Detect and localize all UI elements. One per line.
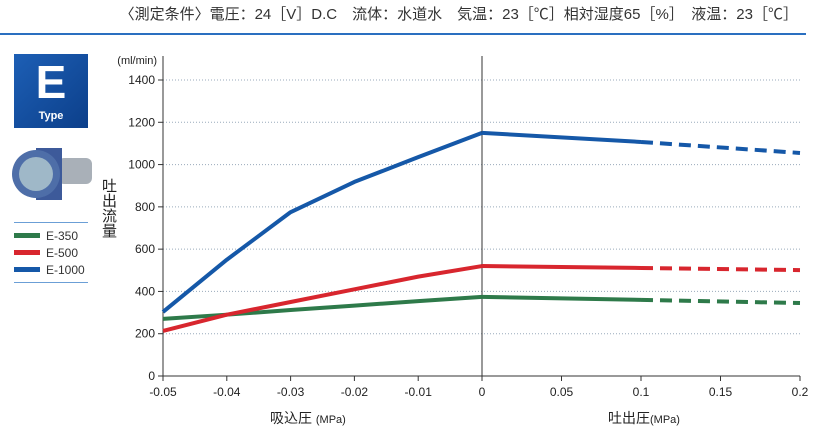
x-tick-label: 0.05 xyxy=(550,385,574,399)
x-tick-label: 0.2 xyxy=(792,385,809,399)
legend-item: E-350 xyxy=(14,227,88,244)
y-tick-label: 1400 xyxy=(128,73,155,87)
series-line-E-350-extrapolated xyxy=(640,297,801,306)
legend-item: E-1000 xyxy=(14,261,88,278)
legend-label: E-500 xyxy=(46,245,79,260)
badge-type: Type xyxy=(38,110,64,122)
x-tick-label: -0.03 xyxy=(277,385,305,399)
series-line-E-1000-discharge xyxy=(481,130,642,144)
y-tick-label: 400 xyxy=(135,284,155,298)
discharge-label: 吐出圧 xyxy=(608,410,650,426)
x-axis-label-left: 吸込圧 (MPa) xyxy=(270,410,346,428)
x-tick-label: -0.02 xyxy=(341,385,369,399)
x-tick-label: -0.04 xyxy=(213,385,241,399)
y-tick-label: 1200 xyxy=(128,115,155,129)
suction-label: 吸込圧 xyxy=(270,410,312,426)
x-unit-right: (MPa) xyxy=(650,414,680,426)
e-type-badge: E Type xyxy=(14,54,88,128)
legend-label: E-350 xyxy=(46,228,79,243)
legend-swatch xyxy=(14,250,40,255)
x-axis-label-right: 吐出圧(MPa) xyxy=(608,410,680,428)
legend-item: E-500 xyxy=(14,244,88,261)
x-unit-left: (MPa) xyxy=(315,414,346,426)
series-line-E-500 xyxy=(162,264,483,333)
series-line-E-500-extrapolated xyxy=(640,265,801,273)
x-tick-label: 0 xyxy=(479,385,486,399)
x-tick-label: 0.15 xyxy=(709,385,733,399)
x-tick-label: -0.01 xyxy=(405,385,433,399)
series-line-E-350 xyxy=(162,294,483,321)
y-tick-label: 1000 xyxy=(128,158,155,172)
x-tick-label: 0.1 xyxy=(633,385,650,399)
legend-swatch xyxy=(14,267,40,272)
y-axis-label: 吐出流量 xyxy=(100,178,117,238)
legend-swatch xyxy=(14,233,40,238)
legend: E-350 E-500 E-1000 xyxy=(14,222,88,283)
x-tick-label: -0.05 xyxy=(149,385,177,399)
badge-letter: E xyxy=(35,58,67,106)
header-divider xyxy=(0,33,806,35)
y-tick-label: 0 xyxy=(148,369,155,383)
y-unit: (ml/min) xyxy=(117,55,157,67)
y-tick-label: 800 xyxy=(135,200,155,214)
series-line-E-350-discharge xyxy=(481,294,642,302)
pump-image xyxy=(12,148,92,200)
y-tick-label: 600 xyxy=(135,242,155,256)
series-line-E-1000 xyxy=(161,130,483,314)
legend-label: E-1000 xyxy=(46,262,85,277)
measurement-conditions: 〈測定条件〉電圧：24［V］D.C 流体：水道水 気温：23［℃］相対湿度65［… xyxy=(119,6,798,23)
series-line-E-500-discharge xyxy=(481,264,642,270)
series-line-E-1000-extrapolated xyxy=(640,139,801,155)
y-tick-label: 200 xyxy=(135,327,155,341)
